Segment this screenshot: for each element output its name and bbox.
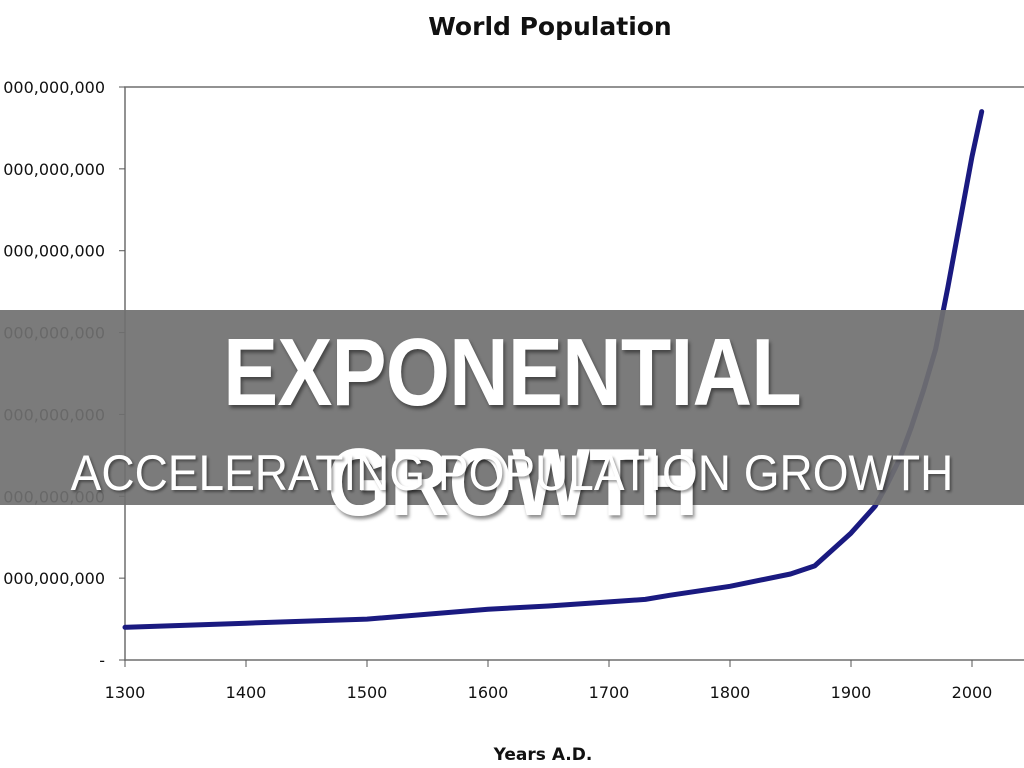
chart-title: World Population — [428, 12, 672, 41]
overlay-band — [0, 310, 1024, 505]
overlay-subtitle: ACCELERATING POPULATION GROWTH — [70, 445, 954, 501]
x-tick-label: 1900 — [831, 683, 872, 702]
y-tick-label: 000,000,000 — [3, 242, 105, 261]
x-tick-label: 1800 — [710, 683, 751, 702]
y-tick-label: 000,000,000 — [3, 78, 105, 97]
x-tick-label: 1700 — [589, 683, 630, 702]
x-tick-label: 1400 — [226, 683, 267, 702]
y-tick-label: 000,000,000 — [3, 160, 105, 179]
x-axis-label: Years A.D. — [493, 745, 593, 765]
y-tick-label: - — [99, 651, 105, 670]
x-tick-label: 2000 — [952, 683, 993, 702]
x-tick-label: 1500 — [347, 683, 388, 702]
x-tick-label: 1600 — [468, 683, 509, 702]
overlay-title: EXPONENTIAL GROWTH — [223, 319, 802, 536]
x-tick-label: 1300 — [105, 683, 146, 702]
y-tick-label: 000,000,000 — [3, 569, 105, 588]
x-axis-ticks: 1300 1400 1500 1600 1700 1800 1900 2000 — [105, 660, 993, 702]
